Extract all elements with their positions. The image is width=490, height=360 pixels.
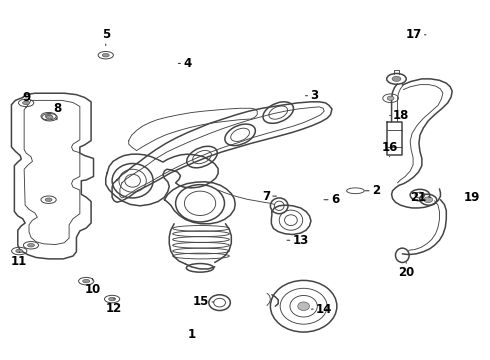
Ellipse shape [109, 297, 116, 301]
Ellipse shape [46, 116, 53, 119]
Text: 12: 12 [106, 298, 122, 315]
Ellipse shape [16, 249, 23, 253]
Text: 5: 5 [101, 28, 110, 45]
Text: 14: 14 [312, 303, 332, 316]
Text: 4: 4 [178, 57, 192, 70]
Text: 3: 3 [305, 89, 318, 102]
Text: 19: 19 [464, 191, 480, 204]
Ellipse shape [387, 96, 394, 100]
Ellipse shape [298, 302, 310, 311]
Text: 13: 13 [287, 234, 309, 247]
Ellipse shape [45, 114, 52, 118]
Ellipse shape [102, 53, 109, 57]
Ellipse shape [83, 279, 90, 283]
Text: 9: 9 [22, 91, 30, 108]
Text: 15: 15 [193, 296, 214, 309]
Text: 10: 10 [84, 279, 100, 296]
Text: 21: 21 [410, 191, 431, 204]
Text: 8: 8 [53, 103, 61, 120]
Ellipse shape [392, 76, 401, 81]
Text: 2: 2 [365, 184, 380, 197]
Ellipse shape [424, 197, 433, 203]
Text: 1: 1 [187, 328, 196, 341]
Ellipse shape [27, 243, 34, 247]
Text: 18: 18 [390, 109, 410, 122]
Ellipse shape [45, 198, 52, 202]
Text: 11: 11 [11, 252, 27, 268]
Text: 16: 16 [381, 140, 398, 157]
Text: 6: 6 [324, 193, 339, 206]
Text: 17: 17 [405, 28, 426, 41]
Text: 20: 20 [398, 262, 415, 279]
Text: 7: 7 [262, 190, 276, 203]
Ellipse shape [23, 101, 29, 105]
